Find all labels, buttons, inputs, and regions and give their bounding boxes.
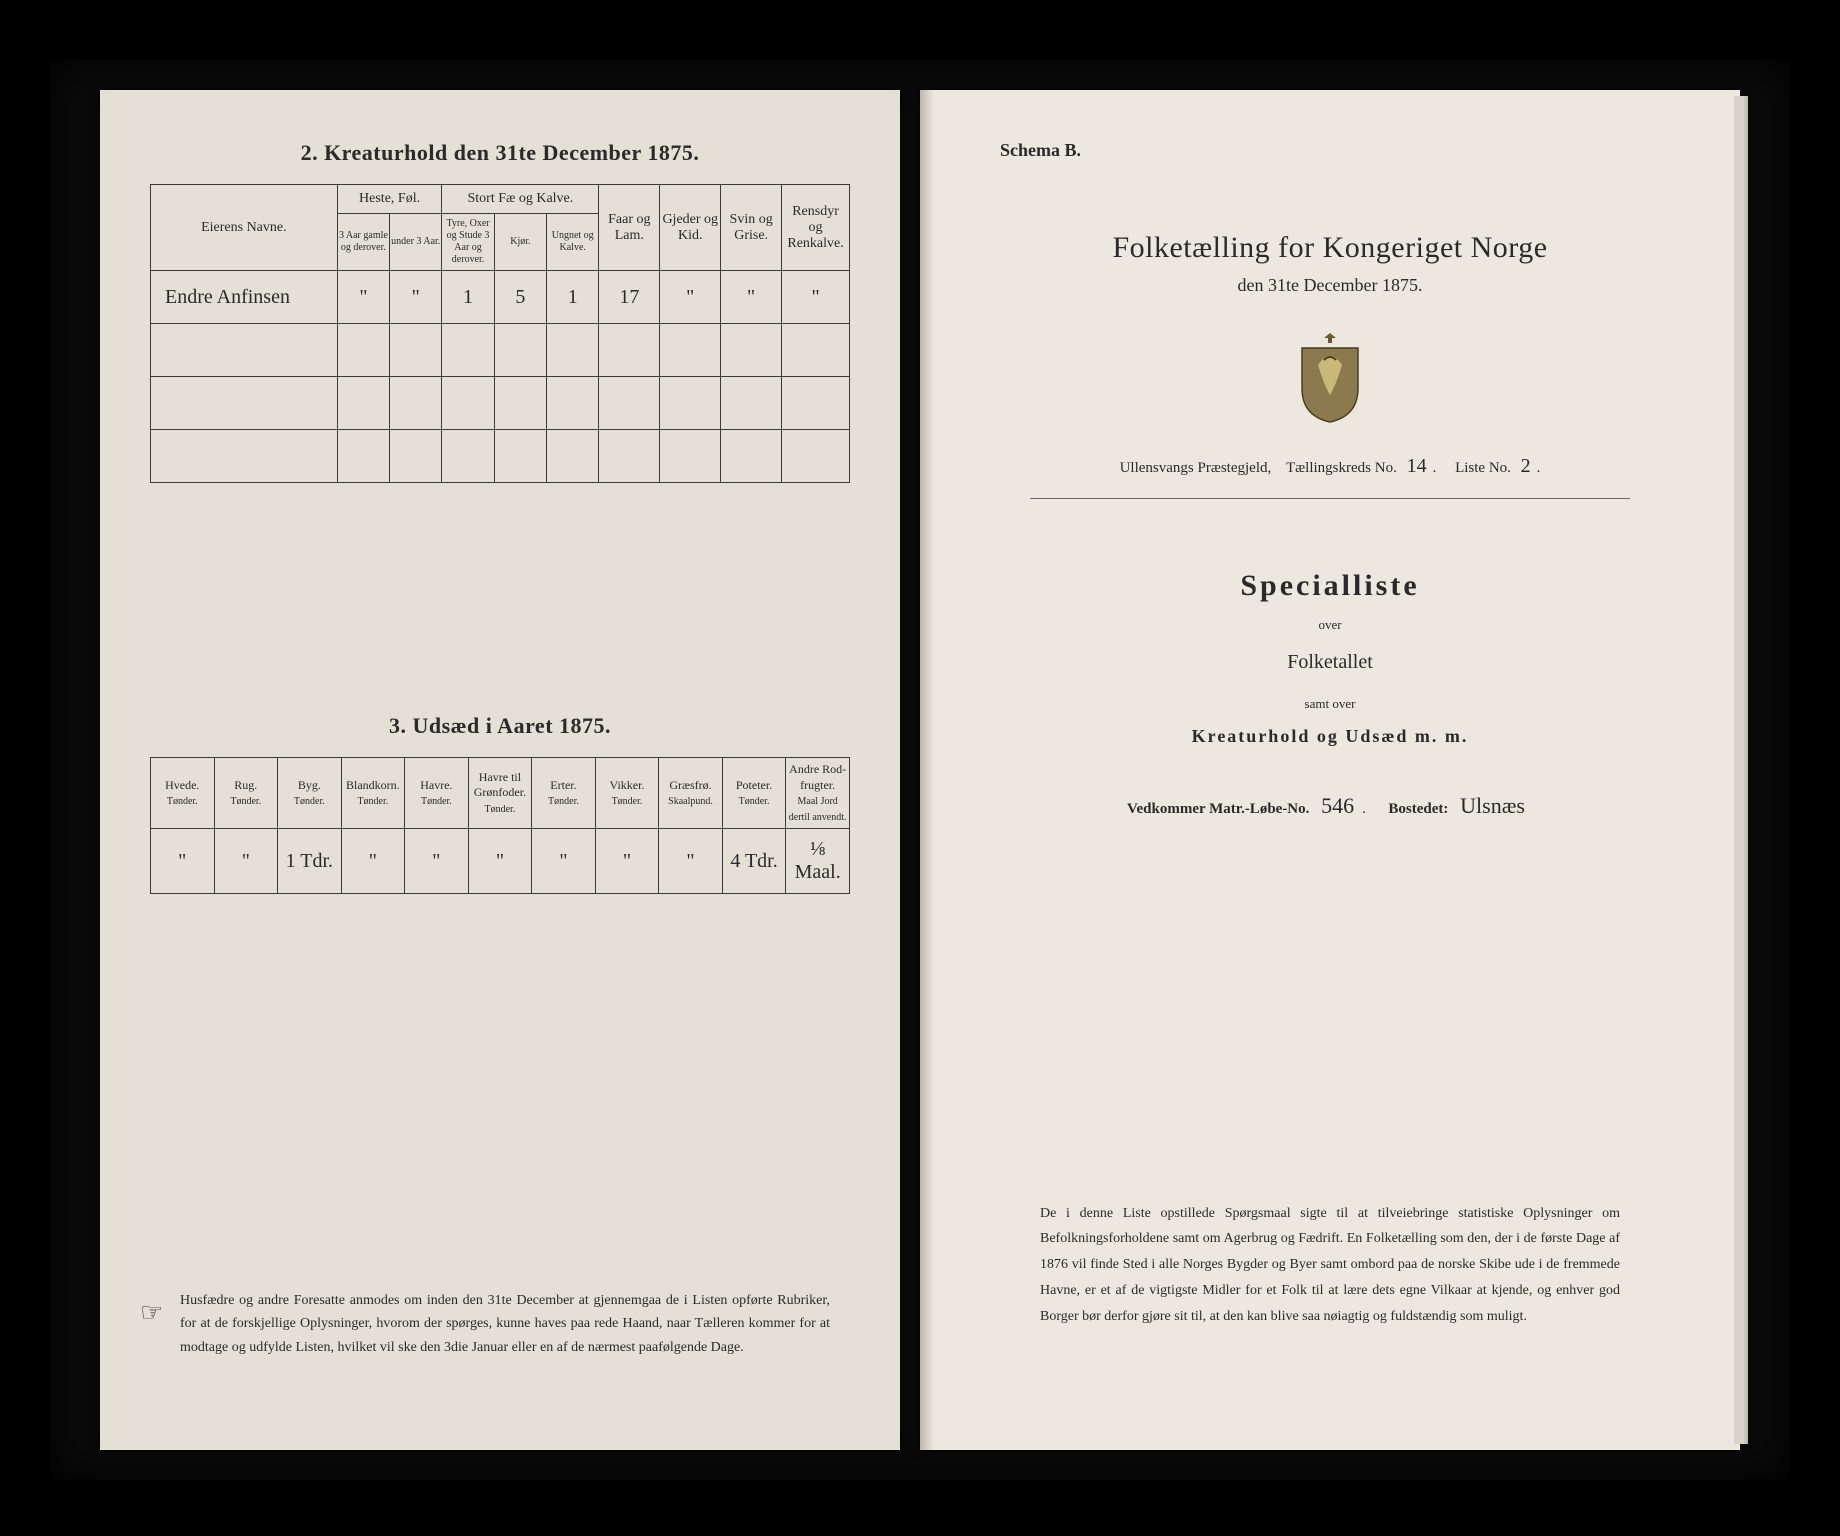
- seed-table: Hvede.Tønder. Rug.Tønder. Byg.Tønder. Bl…: [150, 757, 850, 894]
- cell-val: ": [721, 271, 782, 324]
- sub-cows: Kjør.: [494, 214, 546, 271]
- c-havre-gron: Havre til Grønfoder.Tønder.: [468, 758, 532, 829]
- sub-bulls: Tyre, Oxer og Stude 3 Aar og derover.: [442, 214, 494, 271]
- vedkommer-line: Vedkommer Matr.-Løbe-No. 546. Bostedet: …: [970, 793, 1690, 819]
- cell-val: 5: [494, 271, 546, 324]
- table-row: " " 1 Tdr. " " " " " " 4 Tdr. ⅛ Maal.: [151, 829, 850, 894]
- c-blandkorn: Blandkorn.Tønder.: [341, 758, 405, 829]
- col-pigs: Svin og Grise.: [721, 185, 782, 271]
- sub-horse-3plus: 3 Aar gamle og derover.: [337, 214, 389, 271]
- col-owner-name: Eierens Navne.: [151, 185, 338, 271]
- c-havre: Havre.Tønder.: [405, 758, 469, 829]
- left-footnote: ☞ Husfædre og andre Foresatte anmodes om…: [180, 1289, 830, 1360]
- left-page: 2. Kreaturhold den 31te December 1875. E…: [100, 90, 900, 1450]
- table-row: Endre Anfinsen " " 1 5 1 17 " " ": [151, 271, 850, 324]
- spacer: [150, 483, 850, 703]
- sub-calves: Ungnet og Kalve.: [547, 214, 599, 271]
- liste-number: 2: [1515, 455, 1537, 477]
- census-subtitle: den 31te December 1875.: [970, 275, 1690, 296]
- cell-val: ": [390, 271, 442, 324]
- folketallet-label: Folketallet: [970, 651, 1690, 674]
- cell-val: 1: [547, 271, 599, 324]
- over-label: over: [970, 617, 1690, 633]
- right-footnote: De i denne Liste opstillede Spørgsmaal s…: [1040, 1201, 1620, 1330]
- coat-of-arms-icon: [1290, 330, 1370, 425]
- divider: [1030, 498, 1630, 499]
- cell-val: ": [660, 271, 721, 324]
- table3-title: 3. Udsæd i Aaret 1875.: [150, 713, 850, 739]
- pointing-hand-icon: ☞: [140, 1291, 163, 1335]
- table-row-blank: [151, 324, 850, 377]
- livestock-table: Eierens Navne. Heste, Føl. Stort Fæ og K…: [150, 184, 850, 483]
- col-sheep: Faar og Lam.: [599, 185, 660, 271]
- cell-val: ": [337, 271, 389, 324]
- col-group-horses: Heste, Føl.: [337, 185, 442, 214]
- col-group-cattle: Stort Fæ og Kalve.: [442, 185, 599, 214]
- census-title: Folketælling for Kongeriget Norge: [970, 231, 1690, 265]
- c-rodfrugter: Andre Rod-frugter.Maal Jord dertil anven…: [786, 758, 850, 829]
- c-rug: Rug.Tønder.: [214, 758, 278, 829]
- c-byg: Byg.Tønder.: [278, 758, 342, 829]
- kreds-number: 14: [1401, 455, 1433, 477]
- cell-owner: Endre Anfinsen: [151, 271, 338, 324]
- c-hvede: Hvede.Tønder.: [151, 758, 215, 829]
- c-vikker: Vikker.Tønder.: [595, 758, 659, 829]
- cell-val: ": [782, 271, 850, 324]
- c-graesfro: Græsfrø.Skaalpund.: [659, 758, 723, 829]
- samt-label: samt over: [970, 696, 1690, 712]
- table-row-blank: [151, 430, 850, 483]
- district-line: Ullensvangs Præstegjeld, Tællingskreds N…: [970, 455, 1690, 478]
- kreaturhold-label: Kreaturhold og Udsæd m. m.: [970, 726, 1690, 747]
- table-row-blank: [151, 377, 850, 430]
- right-page: Schema B. Folketælling for Kongeriget No…: [920, 90, 1740, 1450]
- cell-val: 17: [599, 271, 660, 324]
- bosted-name: Ulsnæs: [1452, 793, 1533, 818]
- matr-lobe-no: 546: [1313, 793, 1362, 818]
- table2-title: 2. Kreaturhold den 31te December 1875.: [150, 140, 850, 166]
- sub-horse-u3: under 3 Aar.: [390, 214, 442, 271]
- specialliste-heading: Specialliste: [970, 569, 1690, 603]
- schema-label: Schema B.: [1000, 140, 1690, 161]
- col-reindeer: Rensdyr og Renkalve.: [782, 185, 850, 271]
- c-erter: Erter.Tønder.: [532, 758, 596, 829]
- col-goats: Gjeder og Kid.: [660, 185, 721, 271]
- scanned-spread: 2. Kreaturhold den 31te December 1875. E…: [50, 60, 1790, 1480]
- c-poteter: Poteter.Tønder.: [722, 758, 786, 829]
- cell-val: 1: [442, 271, 494, 324]
